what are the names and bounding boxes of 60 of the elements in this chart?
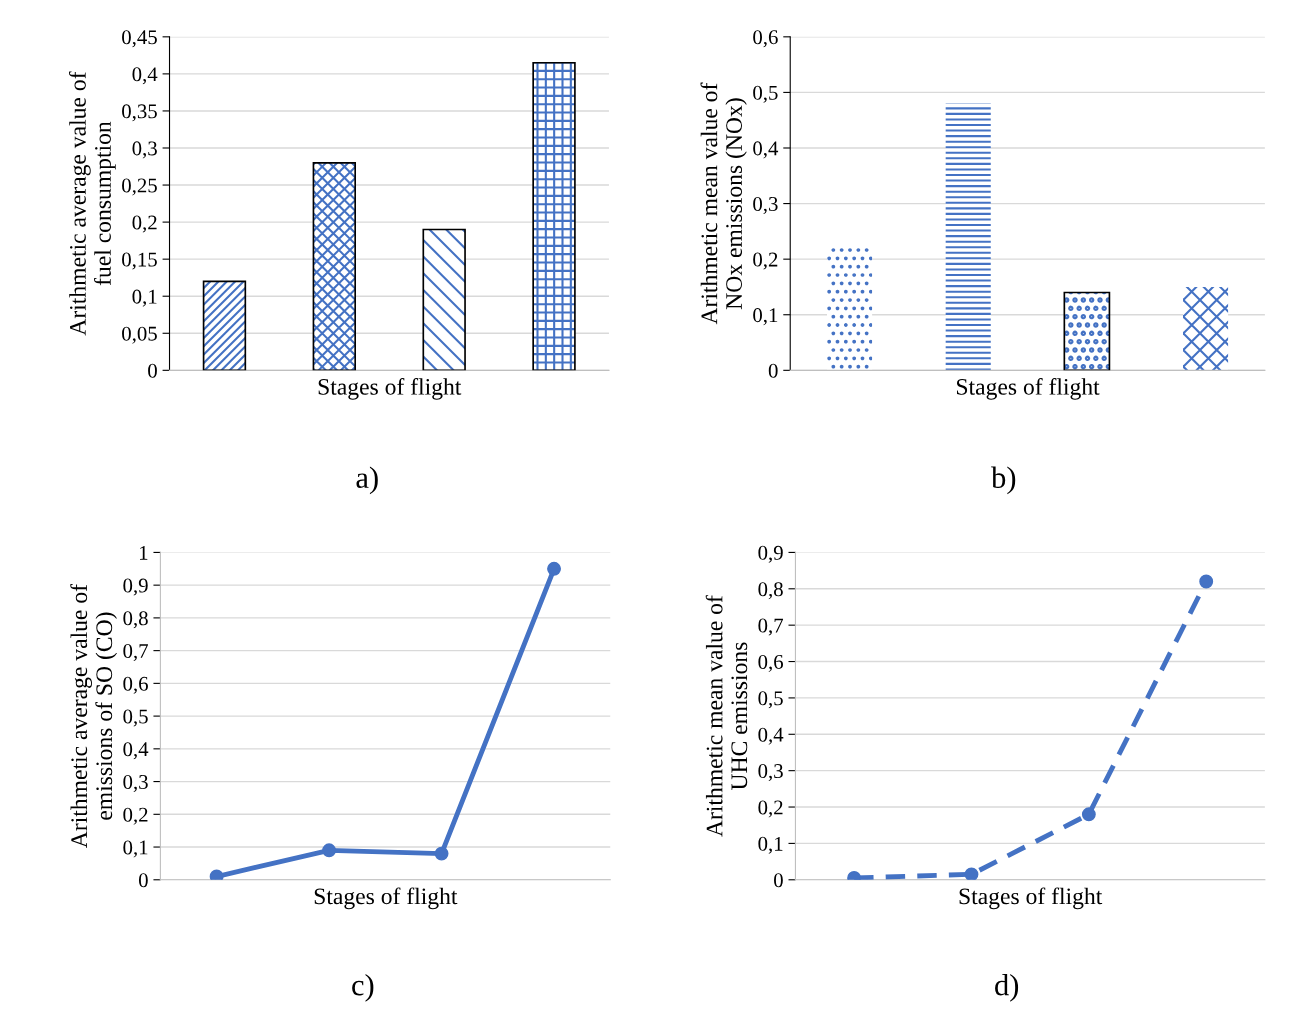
y-tick-label: 0,25	[122, 178, 157, 196]
x-axis-title: Stages of flight	[959, 887, 1103, 910]
y-axis-title: Arithmetic mean value of UHC emissions	[705, 595, 748, 837]
y-tick-label: 0,4	[123, 742, 149, 760]
x-axis-title: Stages of flight	[314, 887, 458, 910]
y-tick-label: 1	[140, 545, 148, 560]
point	[547, 561, 561, 576]
y-tick-label: 0,2	[123, 807, 148, 825]
bar	[1183, 286, 1229, 371]
y-tick-label: 0,5	[758, 691, 783, 709]
point	[1081, 807, 1096, 822]
y-tick-label: 0,5	[753, 85, 778, 103]
y-tick-label: 0,9	[758, 545, 783, 563]
text: b)	[991, 466, 1016, 495]
bar	[827, 245, 873, 371]
text: a)	[356, 466, 378, 495]
y-tick-label: 0,1	[123, 840, 148, 858]
y-tick-label: 0,1	[753, 308, 778, 326]
y-tick-label: 0,9	[123, 578, 148, 596]
y-tick-label: 0,3	[132, 141, 157, 159]
point	[1199, 574, 1214, 589]
y-tick-label: 0	[148, 363, 157, 378]
x-axis-title: Stages of flight	[318, 377, 462, 400]
y-tick-label: 0,3	[758, 764, 783, 782]
y-axis-title: Arithmetic mean value of NOx emissions (NOx)	[700, 82, 747, 325]
y-tick-label: 0	[768, 363, 778, 378]
y-tick-label: 0	[774, 873, 783, 888]
point	[964, 867, 979, 880]
y-axis-title: Arithmetic average value of fuel consumption	[69, 71, 116, 336]
y-tick-label: 0,4	[753, 141, 779, 159]
point	[434, 846, 449, 861]
y-tick-label: 0,1	[132, 289, 157, 307]
y-tick-label: 0,2	[758, 800, 783, 818]
y-tick-label: 0,7	[123, 644, 148, 662]
y-tick-label: 0,3	[753, 196, 778, 215]
y-tick-label: 0,4	[758, 727, 784, 745]
point	[209, 869, 224, 880]
y-tick-label: 0,6	[758, 654, 784, 672]
text: c)	[352, 973, 374, 1002]
y-tick-label: 0,8	[758, 582, 783, 600]
point	[322, 843, 337, 858]
y-tick-label: 0,45	[122, 30, 157, 48]
bar	[945, 103, 991, 371]
y-tick-label: 0,7	[758, 618, 784, 636]
y-tick-label: 0,1	[758, 836, 783, 854]
y-tick-label: 0,8	[123, 611, 148, 629]
y-tick-label: 0,05	[122, 326, 157, 344]
y-tick-label: 0,6	[753, 30, 778, 48]
y-tick-label: 0,15	[122, 252, 157, 270]
y-axis-title: Arithmetic average value of emissions of SO (CO)	[70, 584, 117, 848]
y-tick-label: 0,5	[123, 709, 148, 727]
y-tick-label: 0,35	[122, 104, 157, 122]
text: d)	[995, 973, 1019, 1002]
y-tick-label: 0,4	[132, 67, 158, 85]
y-tick-label: 0,2	[753, 252, 778, 270]
y-tick-label: 0	[138, 873, 148, 888]
y-tick-label: 0,2	[132, 215, 157, 233]
y-tick-label: 0,3	[123, 774, 148, 792]
x-axis-title: Stages of flight	[957, 377, 1100, 400]
y-tick-label: 0,6	[123, 676, 148, 694]
